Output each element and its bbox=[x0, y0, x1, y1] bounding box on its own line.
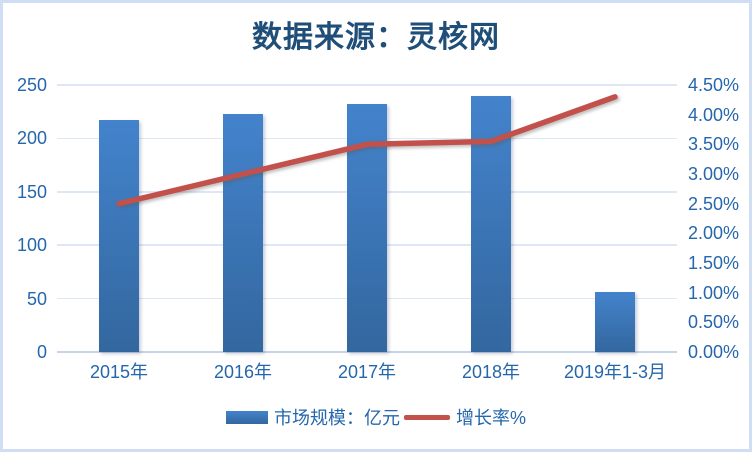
left-axis-tick: 100 bbox=[16, 235, 47, 256]
right-axis-tick: 4.50% bbox=[688, 75, 740, 95]
right-axis-tick: 3.50% bbox=[688, 134, 740, 155]
left-axis-tick: 200 bbox=[16, 128, 47, 149]
x-axis-label: 2019年1-3月 bbox=[563, 362, 667, 382]
right-axis-tick: 0.00% bbox=[688, 342, 740, 362]
legend-label-growth-rate: 增长率% bbox=[455, 408, 526, 428]
line-series-swatch-icon bbox=[403, 414, 450, 420]
x-axis-label: 2016年 bbox=[213, 362, 273, 382]
growth-rate-line bbox=[116, 94, 618, 207]
legend-item-market-size: 市场规模：亿元 bbox=[225, 404, 400, 430]
right-axis-tick: 2.00% bbox=[688, 223, 740, 244]
bar-2015年 bbox=[99, 120, 139, 352]
right-axis-tick: 2.50% bbox=[688, 193, 740, 214]
bar-2019年1-3月 bbox=[595, 292, 635, 352]
legend: 市场规模：亿元 增长率% bbox=[3, 403, 749, 431]
left-axis-tick: 0 bbox=[36, 342, 47, 362]
right-axis-tick: 4.00% bbox=[688, 104, 740, 125]
legend-item-growth-rate: 增长率% bbox=[403, 404, 526, 430]
left-axis-tick: 150 bbox=[16, 181, 47, 202]
x-axis-line bbox=[57, 351, 677, 353]
x-axis-label: 2017年 bbox=[337, 362, 397, 382]
right-axis-tick: 0.50% bbox=[688, 312, 740, 333]
left-axis-tick: 50 bbox=[26, 288, 47, 309]
legend-label-market-size: 市场规模：亿元 bbox=[273, 408, 400, 428]
bar-2016年 bbox=[223, 113, 263, 352]
right-axis-tick: 1.00% bbox=[688, 282, 740, 303]
bar-series-swatch-icon bbox=[225, 410, 268, 424]
right-axis-tick: 1.50% bbox=[688, 253, 740, 273]
left-axis-tick: 250 bbox=[16, 75, 47, 95]
right-axis-tick: 3.00% bbox=[688, 164, 740, 184]
plot-area bbox=[57, 84, 677, 353]
gridline bbox=[57, 84, 677, 86]
x-axis-label: 2018年 bbox=[461, 362, 521, 382]
x-axis-label: 2015年 bbox=[89, 362, 149, 382]
chart-title: 数据来源：灵核网 bbox=[252, 20, 500, 55]
